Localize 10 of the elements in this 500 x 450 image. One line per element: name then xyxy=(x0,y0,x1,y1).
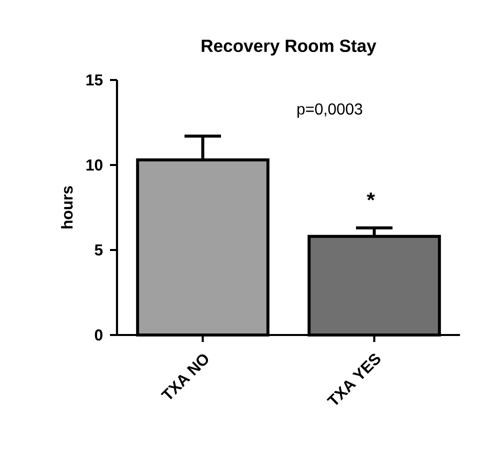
y-tick-label: 5 xyxy=(94,244,103,256)
x-tick-label: TXA NO xyxy=(160,354,208,400)
y-tick-label: 10 xyxy=(86,159,102,171)
y-tick-label: 0 xyxy=(94,329,102,341)
chart-title: Recovery Room Stay xyxy=(202,40,376,56)
y-tick-label: 15 xyxy=(86,74,103,86)
y-axis-title: hours xyxy=(61,186,73,228)
annotation: * xyxy=(366,192,375,200)
annotation: p=0,0003 xyxy=(297,103,362,118)
x-tick-label: TXA YES xyxy=(326,354,380,405)
